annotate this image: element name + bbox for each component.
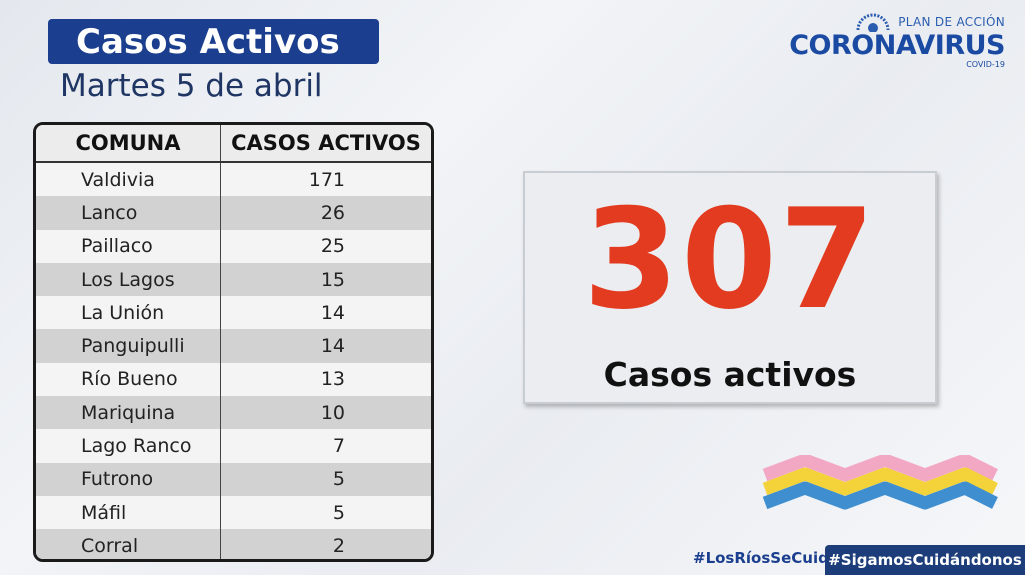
casos-cell: 14 [220,296,431,330]
comuna-cell: Valdivia [36,162,221,197]
logo-covid-text: COVID-19 [966,60,1005,69]
page-title: Casos Activos [76,21,340,62]
government-seal-icon [856,13,890,32]
hashtag-sigamos: #SigamosCuidándonos [828,551,1022,569]
casos-cell: 13 [220,362,431,397]
column-header-casos: CASOS ACTIVOS [220,125,431,163]
table-row: Paillaco 25 [36,229,431,263]
table-row: La Unión 14 [36,296,431,330]
cases-table: COMUNA CASOS ACTIVOS Valdivia 171 Lanco 26… [33,122,434,562]
table-row: Río Bueno 13 [36,362,431,397]
casos-cell: 5 [220,462,431,496]
casos-cell: 14 [220,329,431,363]
logo-plan-text: PLAN DE ACCIÓN [898,15,1005,29]
comuna-cell: Lago Ranco [36,429,221,463]
table-row: Máfil 5 [36,495,431,530]
hashtag-los-rios: #LosRíosSeCuida [693,549,839,567]
casos-cell: 2 [220,529,431,559]
casos-cell: 5 [220,495,431,530]
total-cases-number: 307 [582,179,878,340]
comuna-cell: La Unión [36,296,221,330]
table-row: Lago Ranco 7 [36,429,431,463]
comuna-cell: Los Lagos [36,262,221,297]
comuna-cell: Panguipulli [36,329,221,363]
comuna-cell: Río Bueno [36,362,221,397]
casos-cell: 171 [220,162,431,197]
coronavirus-logo: PLAN DE ACCIÓN CORONAVIRUS COVID-19 [789,10,1005,70]
table-row: Mariquina 10 [36,396,431,430]
comuna-cell: Máfil [36,495,221,530]
hashtag-sigamos-banner: #SigamosCuidándonos [825,545,1025,575]
table-row: Valdivia 171 [36,162,431,197]
casos-cell: 10 [220,396,431,430]
comuna-cell: Paillaco [36,229,221,263]
column-header-comuna: COMUNA [36,125,221,163]
table-row: Corral 2 [36,529,431,559]
comuna-cell: Mariquina [36,396,221,430]
casos-cell: 7 [220,429,431,463]
total-cases-card: 307 Casos activos [523,171,937,404]
table-row: Panguipulli 14 [36,329,431,363]
table-row: Lanco 26 [36,196,431,230]
casos-cell: 25 [220,229,431,263]
casos-cell: 15 [220,262,431,297]
table-row: Futrono 5 [36,462,431,496]
title-banner: Casos Activos [48,19,379,64]
logo-brand-text: CORONAVIRUS [789,30,1005,61]
comuna-cell: Corral [36,529,221,559]
comuna-cell: Lanco [36,196,221,230]
comuna-cell: Futrono [36,462,221,496]
table-row: Los Lagos 15 [36,262,431,297]
page-subtitle: Martes 5 de abril [60,68,323,104]
casos-cell: 26 [220,196,431,230]
total-cases-label: Casos activos [603,355,857,394]
rainbow-waves-icon [762,455,998,510]
table-header-row: COMUNA CASOS ACTIVOS [36,125,431,163]
